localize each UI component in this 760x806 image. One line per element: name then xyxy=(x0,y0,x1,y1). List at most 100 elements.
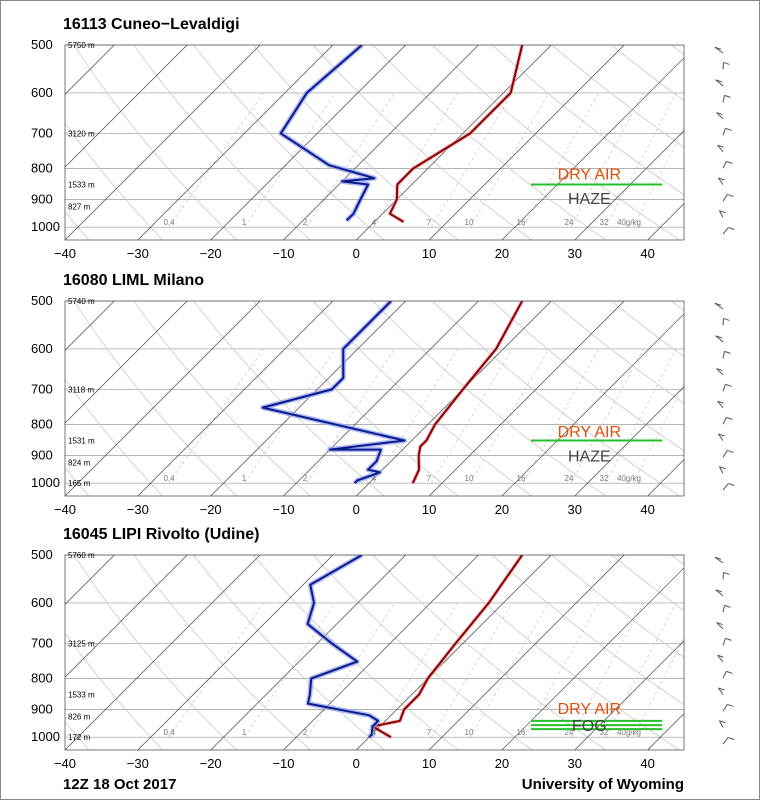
temperature-tick-label: −20 xyxy=(200,246,222,261)
mixing-ratio-label: 10 xyxy=(465,474,474,483)
mixing-ratio-line xyxy=(633,603,702,737)
dry-adiabat xyxy=(612,45,760,240)
wind-barb-feather xyxy=(725,638,731,640)
mixing-ratio-label: 40g/kg xyxy=(617,218,641,227)
dewpoint-line xyxy=(263,301,405,483)
skewt-panel-2: 16080 LIML Milano5006007008009001000−40−… xyxy=(1,272,760,517)
isotherm xyxy=(720,45,760,240)
height-label: 5740 m xyxy=(68,297,95,306)
pressure-tick-label: 700 xyxy=(31,381,53,396)
wind-barb-feather xyxy=(724,95,730,97)
mixing-ratio-label: 4 xyxy=(372,474,377,483)
temperature-tick-label: −10 xyxy=(272,756,294,771)
height-label: 5760 m xyxy=(68,551,95,560)
mixing-ratio-label: 10 xyxy=(465,218,474,227)
temperature-tick-label: 30 xyxy=(568,502,582,517)
temperature-tick-label: −40 xyxy=(54,502,76,517)
height-label: 827 m xyxy=(68,203,91,212)
temperature-tick-label: 0 xyxy=(353,502,360,517)
temperature-tick-label: 20 xyxy=(495,246,509,261)
wind-barb-feather xyxy=(727,194,733,196)
isotherm xyxy=(648,301,760,496)
plot-area-2 xyxy=(1,301,760,496)
pressure-tick-label: 500 xyxy=(31,293,53,308)
wind-barb-feather xyxy=(723,62,729,64)
isotherm xyxy=(502,301,697,496)
mixing-ratio-line xyxy=(307,603,395,737)
temperature-line xyxy=(373,555,523,737)
mixing-ratio-label: 32 xyxy=(600,474,609,483)
temperature-tick-label: −10 xyxy=(272,502,294,517)
dry-adiabat xyxy=(134,555,311,750)
mixing-ratio-line xyxy=(169,349,264,483)
temperature-tick-label: 0 xyxy=(353,246,360,261)
wind-barb xyxy=(723,384,725,391)
temperature-tick-label: 30 xyxy=(568,246,582,261)
wind-barb-feather xyxy=(725,384,731,386)
mixing-ratio-label: 7 xyxy=(427,218,432,227)
dry-air-annotation: DRY AIR xyxy=(558,701,621,718)
wind-barb-feather xyxy=(728,738,734,740)
wind-barb xyxy=(723,351,724,358)
temperature-tick-label: 40 xyxy=(640,756,654,771)
mixing-ratio-label: 2 xyxy=(303,728,308,737)
pressure-tick-label: 600 xyxy=(31,595,53,610)
temperature-tick-label: 40 xyxy=(640,246,654,261)
mixing-ratio-line xyxy=(374,349,458,483)
isotherm xyxy=(1,45,114,240)
wind-barbs xyxy=(715,303,734,490)
wind-barb xyxy=(723,417,726,424)
temperature-tick-label: 10 xyxy=(422,246,436,261)
dry-adiabat xyxy=(134,301,311,496)
mixing-ratio-label: 10 xyxy=(465,728,474,737)
height-label: 1531 m xyxy=(68,436,95,445)
wind-barb xyxy=(723,605,724,612)
wind-barb xyxy=(723,161,726,168)
mixing-ratio-line xyxy=(374,93,458,227)
isotherm xyxy=(720,555,760,750)
dry-air-annotation: DRY AIR xyxy=(558,166,621,183)
mixing-ratio-label: 1 xyxy=(242,218,247,227)
wind-barb-feather xyxy=(728,228,734,230)
isotherm xyxy=(211,301,406,496)
mixing-ratio-label: 0.4 xyxy=(163,218,175,227)
pressure-tick-label: 700 xyxy=(31,125,53,140)
dry-adiabat xyxy=(313,301,532,496)
temperature-tick-label: 20 xyxy=(495,502,509,517)
isotherm xyxy=(1,301,114,496)
wind-barb xyxy=(723,228,728,234)
height-label: 5750 m xyxy=(68,41,95,50)
temperature-tick-label: 30 xyxy=(568,756,582,771)
mixing-ratio-label: 0.4 xyxy=(163,728,175,737)
temperature-tick-label: 0 xyxy=(353,756,360,771)
isotherm xyxy=(1,555,42,750)
height-label: 165 m xyxy=(68,479,91,488)
wind-barb-feather xyxy=(723,318,729,320)
height-label: 3118 m xyxy=(68,385,94,394)
temperature-tick-label: −30 xyxy=(127,756,149,771)
pressure-tick-label: 800 xyxy=(31,671,53,686)
panel-title: 16045 LIPI Rivolto (Udine) xyxy=(63,526,259,543)
dry-adiabat xyxy=(253,301,458,496)
footer-source: University of Wyoming xyxy=(522,776,684,793)
wind-barb xyxy=(723,450,727,457)
height-label: 3120 m xyxy=(68,129,95,138)
pressure-tick-label: 800 xyxy=(31,161,53,176)
isotherm xyxy=(1,555,114,750)
wind-barb-feather xyxy=(724,351,730,353)
isotherm xyxy=(138,45,333,240)
layer-annotation: FOG xyxy=(572,718,607,735)
isotherm xyxy=(1,301,42,496)
mixing-ratio-line xyxy=(606,93,677,227)
mixing-ratio-label: 16 xyxy=(517,474,526,483)
skewt-panels: 16113 Cuneo−Levaldigi5006007008009001000… xyxy=(1,16,760,771)
wind-barb xyxy=(723,738,728,744)
mixing-ratio-label: 2 xyxy=(303,218,308,227)
dry-adiabat xyxy=(731,555,760,750)
pressure-tick-label: 1000 xyxy=(31,729,60,744)
mixing-ratio-label: 4 xyxy=(372,728,377,737)
dry-adiabat xyxy=(731,45,760,240)
height-label: 826 m xyxy=(68,713,91,722)
isotherm xyxy=(1,45,42,240)
